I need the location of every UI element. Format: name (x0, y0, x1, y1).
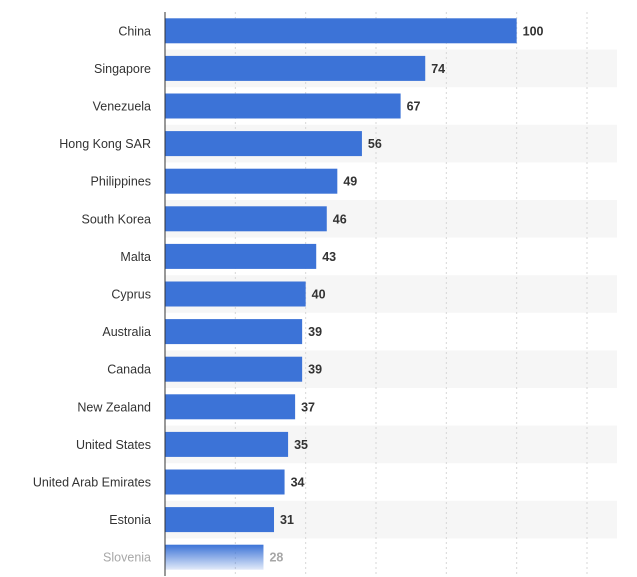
category-label: Philippines (91, 175, 151, 189)
bar-canada (165, 356, 303, 382)
category-label: Malta (120, 250, 151, 264)
bar-venezuela (165, 93, 401, 119)
bar-china (165, 18, 517, 44)
value-label: 34 (291, 476, 305, 490)
category-label: Hong Kong SAR (59, 137, 151, 151)
value-labels: 100 74 67 56 49 46 43 40 39 39 37 35 34 31 28 (269, 24, 543, 564)
category-label: Estonia (109, 513, 151, 527)
bar-philippines (165, 168, 338, 194)
category-label: Singapore (94, 62, 151, 76)
value-label: 74 (431, 62, 445, 76)
bar-singapore (165, 55, 426, 81)
bar-australia (165, 319, 303, 345)
category-label: United Arab Emirates (33, 476, 151, 490)
value-label: 43 (322, 250, 336, 264)
value-label: 100 (523, 24, 544, 38)
value-label: 40 (312, 288, 326, 302)
category-label: Venezuela (93, 100, 151, 114)
category-label: China (118, 24, 151, 38)
category-label: New Zealand (77, 400, 151, 414)
value-label: 39 (308, 363, 322, 377)
value-label: 37 (301, 400, 315, 414)
bar-slovenia (165, 544, 264, 570)
bar-united-states (165, 431, 289, 457)
value-label: 46 (333, 212, 347, 226)
category-label: Slovenia (103, 551, 151, 565)
bar-united-arab-emirates (165, 469, 285, 495)
value-label: 31 (280, 513, 294, 527)
bar-hong-kong-sar (165, 131, 362, 157)
category-label: United States (76, 438, 151, 452)
value-label: 28 (269, 551, 283, 565)
value-label: 56 (368, 137, 382, 151)
bar-estonia (165, 507, 275, 533)
value-label: 39 (308, 325, 322, 339)
bars (165, 18, 517, 570)
value-label: 49 (343, 175, 357, 189)
bar-malta (165, 243, 317, 269)
bar-cyprus (165, 281, 306, 307)
bar-new-zealand (165, 394, 296, 420)
category-label: South Korea (82, 212, 152, 226)
value-label: 67 (407, 100, 421, 114)
bar-south-korea (165, 206, 327, 232)
category-label: Canada (107, 363, 151, 377)
category-label: Cyprus (111, 288, 151, 302)
category-label: Australia (102, 325, 151, 339)
value-label: 35 (294, 438, 308, 452)
category-labels: China Singapore Venezuela Hong Kong SAR Phil… (33, 24, 151, 564)
